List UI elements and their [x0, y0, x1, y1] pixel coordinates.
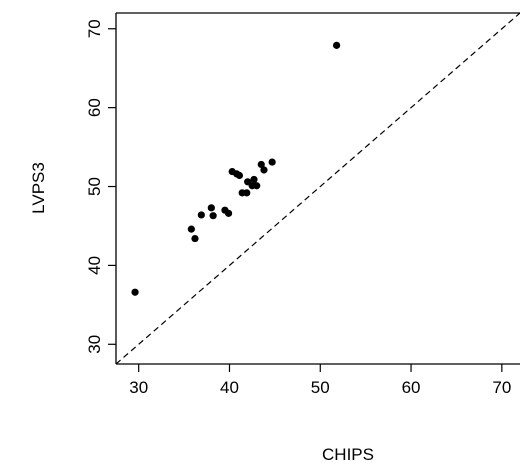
data-point	[243, 189, 251, 197]
data-point	[131, 288, 139, 296]
y-tick-label: 60	[85, 98, 104, 117]
x-tick-label: 30	[129, 378, 148, 397]
x-axis-title: CHIPS	[322, 445, 374, 464]
data-point	[260, 166, 268, 174]
y-axis-title: LVPS3	[29, 162, 48, 214]
data-point	[253, 182, 261, 190]
reference-line	[116, 13, 520, 364]
data-point	[257, 160, 265, 169]
y-tick-label: 30	[85, 335, 104, 354]
data-point	[209, 212, 217, 220]
x-tick-label: 50	[311, 378, 330, 397]
data-point	[235, 171, 244, 180]
data-point	[250, 175, 258, 184]
data-point	[187, 225, 195, 233]
y-tick-label: 40	[85, 256, 104, 275]
y-tick-label: 50	[85, 177, 104, 196]
x-tick-label: 40	[220, 378, 239, 397]
data-point	[268, 158, 276, 166]
y-tick-label: 70	[85, 19, 104, 38]
data-point	[333, 41, 341, 49]
x-tick-label: 60	[402, 378, 421, 397]
data-point	[207, 204, 215, 212]
x-tick-label: 70	[492, 378, 511, 397]
data-point	[224, 209, 233, 217]
data-point	[191, 234, 199, 243]
data-point	[197, 211, 205, 219]
